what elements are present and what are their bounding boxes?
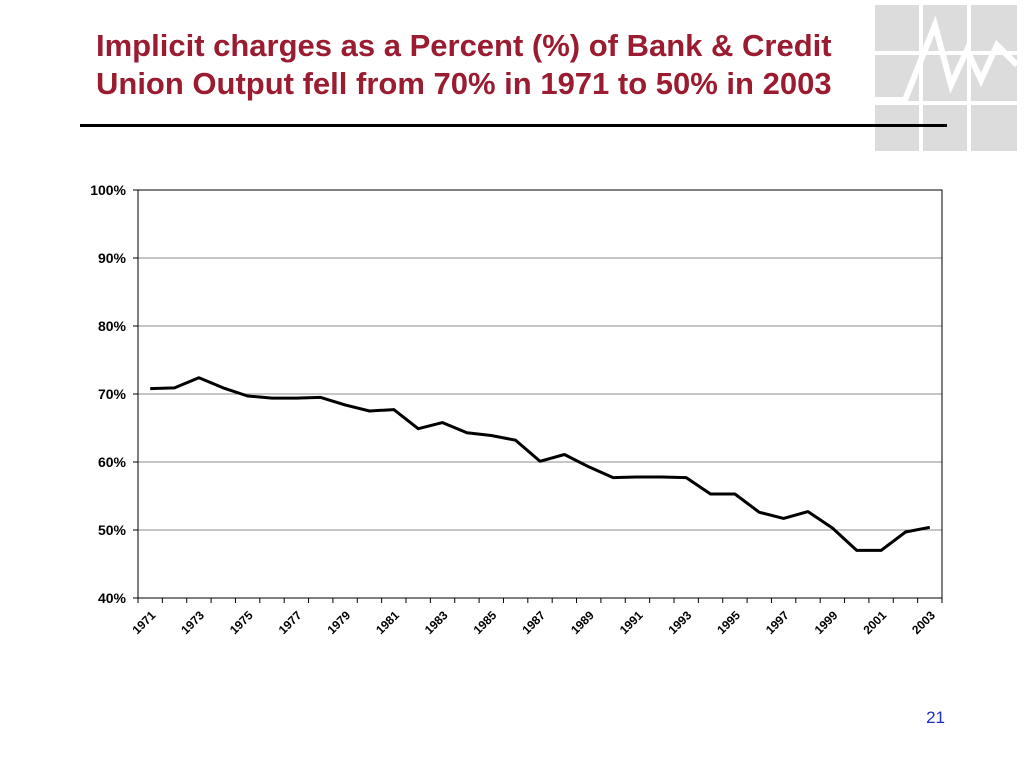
- page-number: 21: [926, 708, 945, 727]
- x-tick-label: 2003: [909, 608, 938, 637]
- line-chart: 40% 50% 60% 70% 80% 90% 100% 1971 1973 1975 1977 19…: [90, 182, 943, 637]
- grid-logo-icon: [875, 5, 1017, 151]
- x-tick-label: 1971: [130, 608, 159, 637]
- x-tick-label: 1981: [373, 608, 402, 637]
- series-line: [150, 376, 931, 552]
- y-tick-label: 70%: [98, 386, 127, 402]
- x-tick-label: 1975: [227, 608, 256, 637]
- x-tick-label: 1973: [178, 608, 207, 637]
- x-tick-label: 1977: [276, 608, 305, 637]
- y-tick-label: 60%: [98, 454, 127, 470]
- y-tick-label: 40%: [98, 590, 127, 606]
- slide-title-line-1: Implicit charges as a Percent (%) of Ban…: [96, 28, 832, 63]
- x-tick-label: 1983: [422, 608, 451, 637]
- y-tick-label: 100%: [90, 182, 126, 198]
- x-tick-label: 1985: [471, 608, 500, 637]
- y-tick-label: 50%: [98, 522, 127, 538]
- x-tick-label: 1995: [714, 608, 743, 637]
- y-tick-label: 80%: [98, 318, 127, 334]
- x-tick-label: 1999: [812, 608, 841, 637]
- y-tick-label: 90%: [98, 250, 127, 266]
- x-tick-label: 1979: [324, 608, 353, 637]
- x-tick-label: 1989: [568, 608, 597, 637]
- x-tick-label: 2001: [860, 608, 889, 637]
- title-divider: [80, 124, 947, 127]
- x-tick-label: 1993: [666, 608, 695, 637]
- x-tick-label: 1997: [763, 608, 792, 637]
- x-tick-label: 1987: [519, 608, 548, 637]
- x-tick-label: 1991: [617, 608, 646, 637]
- slide-title-line-2: Union Output fell from 70% in 1971 to 50…: [96, 66, 832, 101]
- slide-title: Implicit charges as a Percent (%) of Ban…: [96, 27, 876, 103]
